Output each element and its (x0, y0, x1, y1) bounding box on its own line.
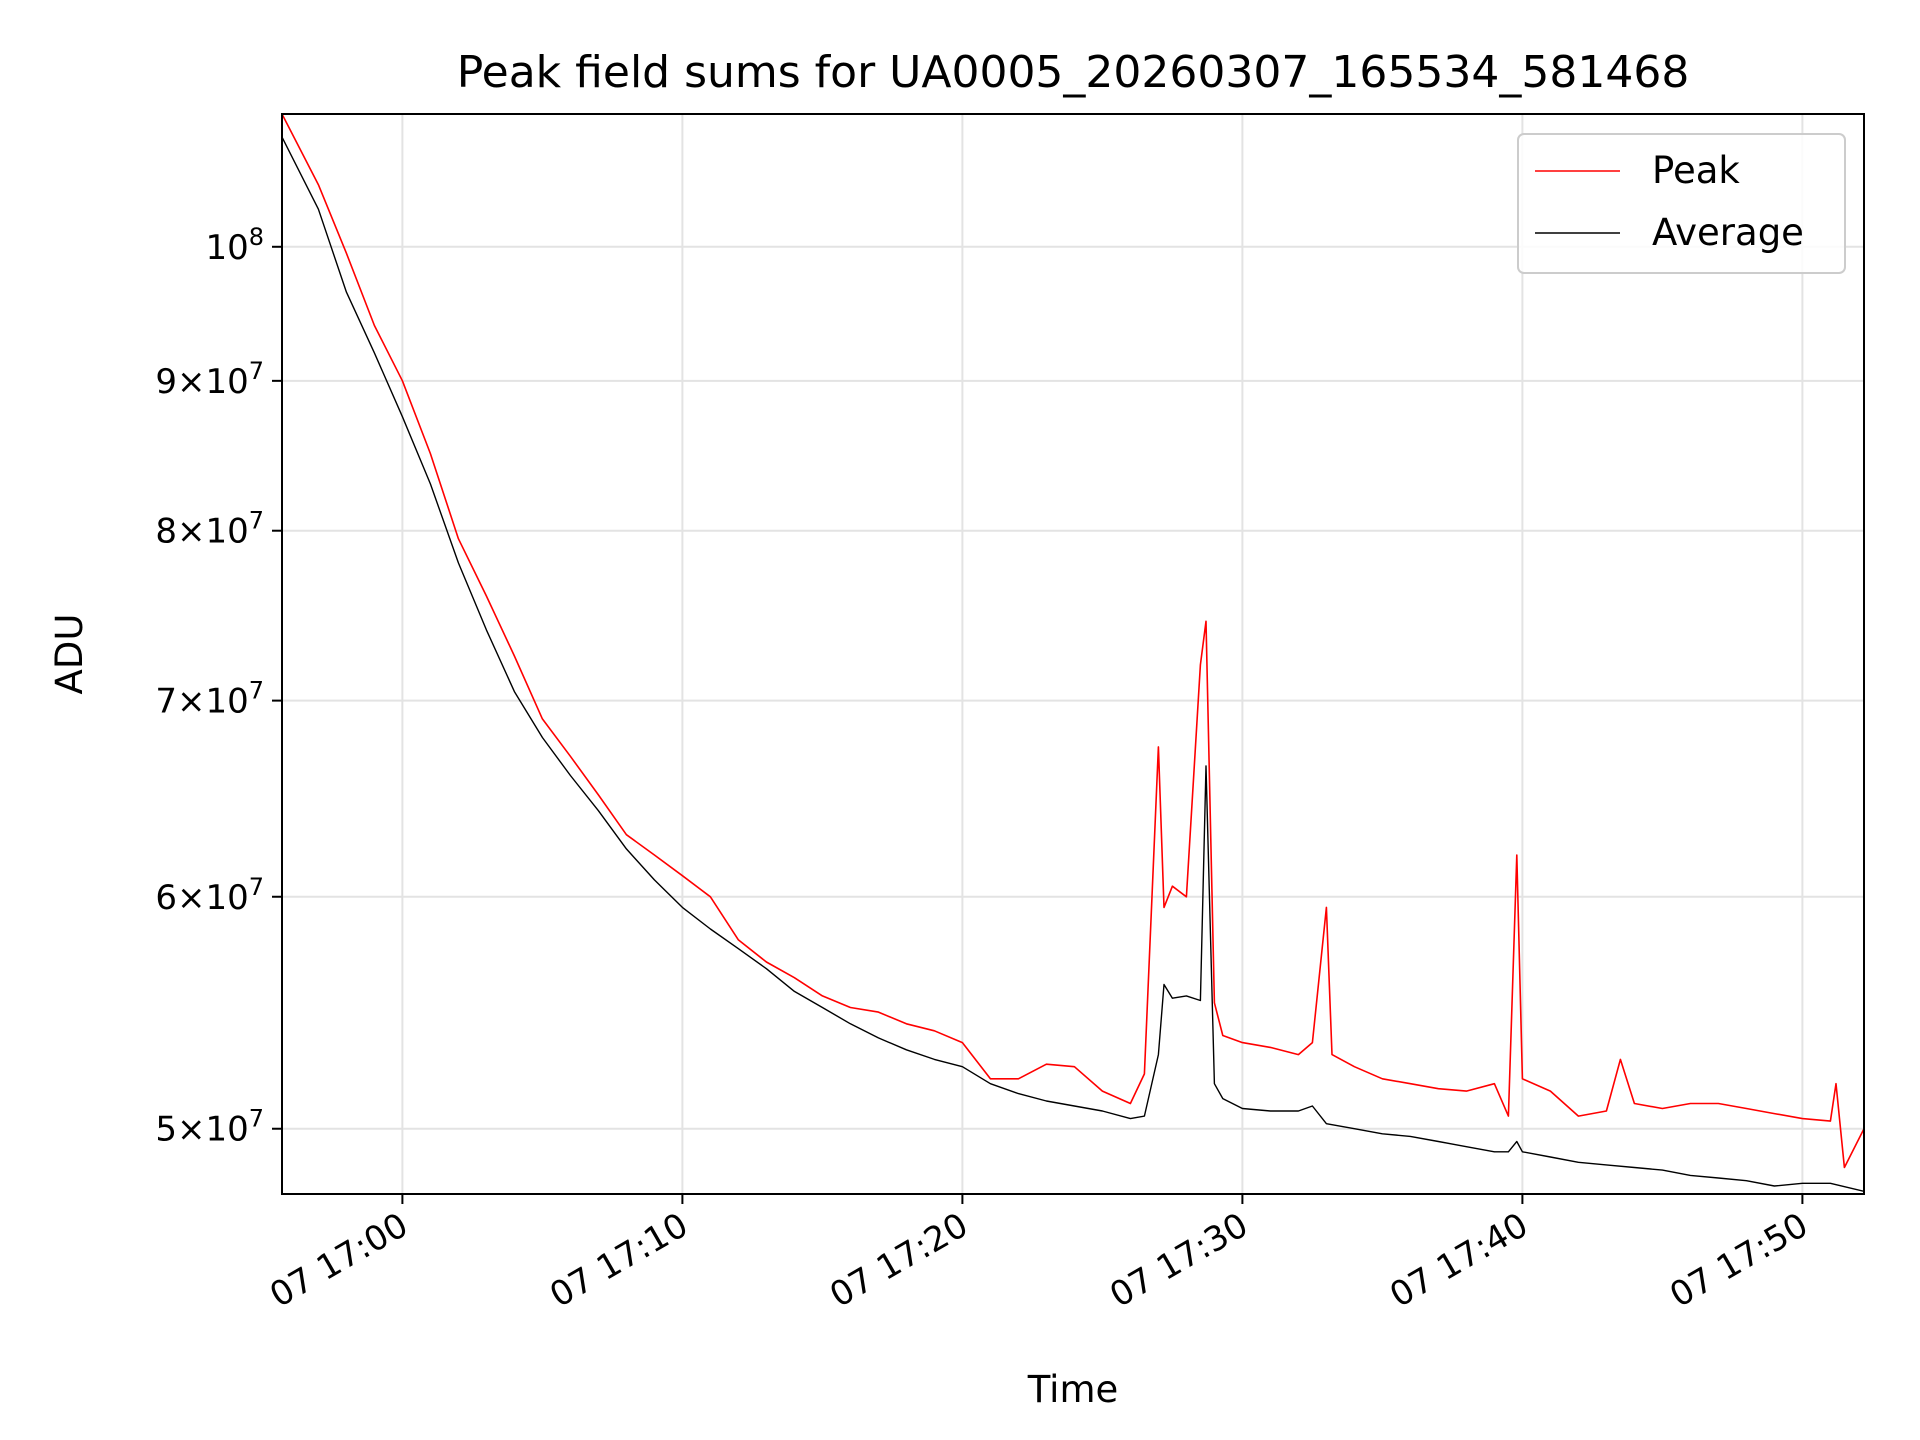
grid-layer (282, 114, 1864, 1194)
legend-label-average: Average (1652, 211, 1804, 254)
y-tick-label: 108 (205, 223, 264, 268)
y-tick-label: 8×107 (155, 507, 264, 552)
series-line-peak (282, 114, 1864, 1169)
y-tick-label: 7×107 (155, 677, 264, 722)
series-layer (282, 114, 1864, 1192)
y-tick-label: 6×107 (155, 873, 264, 918)
legend-label-peak: Peak (1652, 149, 1740, 192)
axes-frame (281, 113, 1865, 1195)
legend: Peak Average (1517, 133, 1846, 274)
y-tick-label: 5×107 (155, 1105, 264, 1150)
x-axis-label: Time (1027, 1368, 1119, 1411)
y-axis-label: ADU (48, 614, 91, 695)
series-line-average (282, 136, 1864, 1192)
legend-box (1517, 133, 1846, 274)
y-tick-label: 9×107 (155, 357, 264, 402)
chart-title: Peak field sums for UA0005_20260307_1655… (457, 47, 1690, 98)
